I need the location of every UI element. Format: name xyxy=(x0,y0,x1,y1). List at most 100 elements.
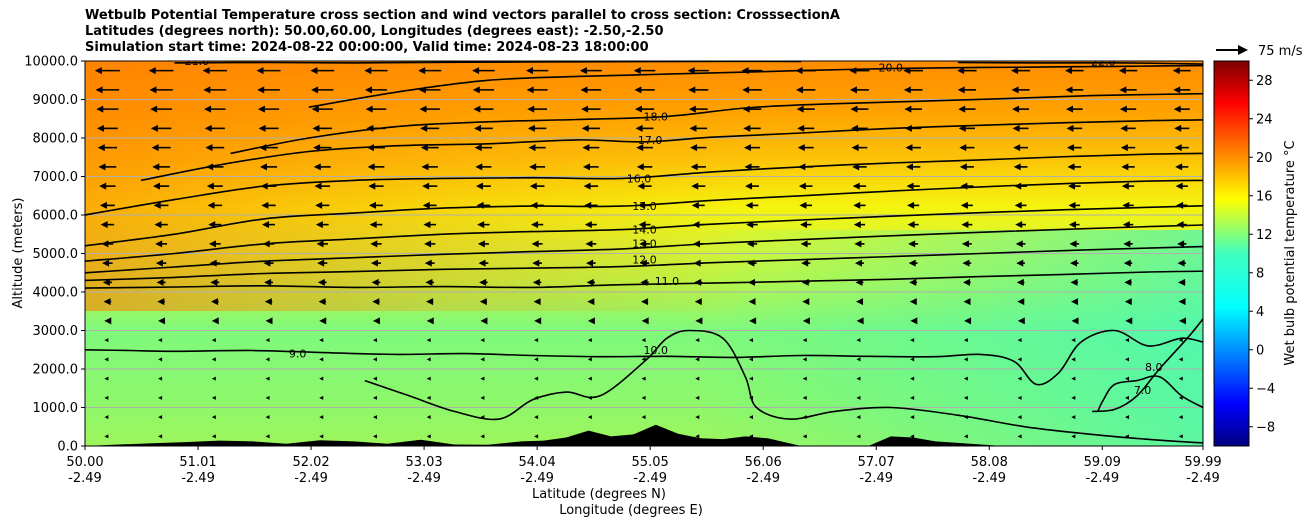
wind-vector-head xyxy=(1011,86,1019,94)
wind-vector-head xyxy=(903,86,911,94)
wind-vector-head xyxy=(1119,86,1127,94)
wind-vector-head xyxy=(256,67,264,75)
wind-vector-head xyxy=(961,221,969,229)
contour-label-12.0: 12.0 xyxy=(632,254,657,267)
wind-vector-head xyxy=(368,182,376,190)
wind-vector xyxy=(319,357,324,362)
wind-vector-head xyxy=(208,221,216,229)
wind-vector-head xyxy=(849,67,857,75)
wind-vector-head xyxy=(425,278,433,286)
wind-vector-head xyxy=(1124,278,1132,286)
wind-vector xyxy=(1017,338,1022,343)
wind-vector xyxy=(480,434,485,439)
wind-vector xyxy=(1178,434,1183,439)
wind-vector xyxy=(1178,357,1183,362)
wind-vector-head xyxy=(526,86,534,94)
wind-vector-head xyxy=(907,221,915,229)
quiver-key-arrow-head xyxy=(1238,45,1248,55)
wind-vector-head xyxy=(1125,317,1133,325)
wind-vector-head xyxy=(313,144,321,152)
wind-vector-head xyxy=(155,240,163,248)
contour-line-8.0 xyxy=(1097,375,1203,412)
wind-vector xyxy=(319,376,324,381)
wind-vector-head xyxy=(101,240,109,248)
wind-vector xyxy=(372,434,377,439)
wind-vector-head xyxy=(479,298,487,306)
x-tick-lat-9: 59.09 xyxy=(1084,455,1121,470)
wind-vector-head xyxy=(528,144,536,152)
wind-vector-head xyxy=(693,240,701,248)
colorbar-tick-label-7: 20 xyxy=(1256,151,1273,166)
wind-vector-head xyxy=(741,67,749,75)
wind-vector-head xyxy=(530,201,538,209)
wind-vector xyxy=(641,376,646,381)
wind-vector-head xyxy=(98,163,106,171)
wind-vector-head xyxy=(1123,240,1131,248)
wind-vector xyxy=(480,376,485,381)
wind-vector xyxy=(1125,395,1130,400)
wind-vector-head xyxy=(851,144,859,152)
wind-vector-head xyxy=(202,67,210,75)
wind-vector-head xyxy=(587,298,595,306)
wind-vector-head xyxy=(641,317,649,325)
colorbar-tick-label-3: 4 xyxy=(1256,305,1264,320)
wind-vector-head xyxy=(636,144,644,152)
wind-vector-head xyxy=(903,67,911,75)
wind-vector-head xyxy=(910,317,918,325)
wind-vector-head xyxy=(364,86,372,94)
wind-vector-head xyxy=(694,298,702,306)
wind-vector-head xyxy=(796,105,804,113)
wind-vector xyxy=(426,434,431,439)
wind-vector-head xyxy=(798,163,806,171)
wind-vector xyxy=(748,338,753,343)
wind-vector-head xyxy=(637,182,645,190)
wind-vector-head xyxy=(856,317,864,325)
x-tick-lon-6: -2.49 xyxy=(746,471,780,486)
wind-vector-head xyxy=(371,278,379,286)
wind-vector-head xyxy=(472,86,480,94)
wind-vector-head xyxy=(94,67,102,75)
contour-line-17.0 xyxy=(140,119,1203,182)
wind-vector xyxy=(158,376,163,381)
wind-vector xyxy=(856,395,861,400)
wind-vector xyxy=(856,357,861,362)
wind-vector-head xyxy=(262,221,270,229)
wind-vector-head xyxy=(420,124,428,132)
wind-vector-head xyxy=(1121,163,1129,171)
wind-vector-head xyxy=(534,317,542,325)
wind-vector-head xyxy=(477,221,485,229)
wind-vector xyxy=(802,376,807,381)
wind-vector-head xyxy=(203,86,211,94)
wind-vector-head xyxy=(262,240,270,248)
wind-vector-head xyxy=(1121,182,1129,190)
wind-vector-head xyxy=(151,144,159,152)
wind-vector-head xyxy=(959,144,967,152)
wind-vector-head xyxy=(1016,259,1024,267)
wind-vector-head xyxy=(958,105,966,113)
wind-vector xyxy=(856,376,861,381)
wind-vector xyxy=(480,395,485,400)
wind-vector xyxy=(372,415,377,420)
wind-vector xyxy=(695,415,700,420)
contour-label-17.0: 17.0 xyxy=(638,134,663,147)
contour-line-9.0 xyxy=(85,329,1203,386)
wind-vector-head xyxy=(525,67,533,75)
wind-vector-head xyxy=(641,298,649,306)
wind-vector-head xyxy=(636,163,644,171)
contour-label-9.0: 9.0 xyxy=(289,348,307,361)
wind-vector-head xyxy=(1069,221,1077,229)
wind-vector xyxy=(748,357,753,362)
wind-vector-head xyxy=(745,182,753,190)
wind-vector-head xyxy=(1120,124,1128,132)
wind-vector-head xyxy=(800,221,808,229)
wind-vector-head xyxy=(418,86,426,94)
wind-vector xyxy=(1071,395,1076,400)
wind-vector-head xyxy=(584,221,592,229)
x-tick-lat-7: 57.07 xyxy=(858,455,895,470)
x-tick-lat-1: 51.01 xyxy=(179,455,216,470)
wind-vector-head xyxy=(802,298,810,306)
wind-vector-head xyxy=(480,317,488,325)
wind-vector-head xyxy=(1123,259,1131,267)
wind-vector-head xyxy=(370,240,378,248)
x-tick-lat-5: 55.05 xyxy=(632,455,669,470)
